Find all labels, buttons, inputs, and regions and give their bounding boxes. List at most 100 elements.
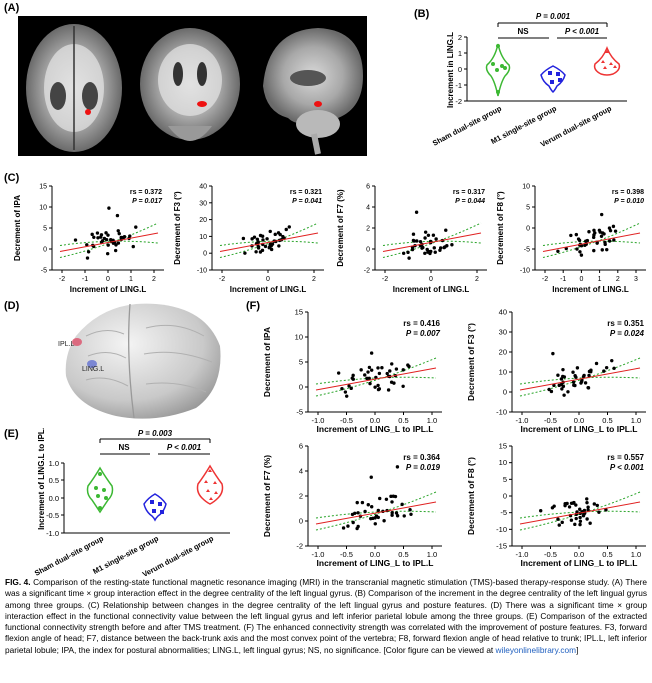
panel-f-scatter-1: Decrement of IPA Increment of LING_L to I… (262, 308, 442, 434)
scatter-xtick: -1.0 (516, 550, 529, 559)
scatter-point (563, 503, 567, 508)
scatter-point (613, 229, 618, 233)
scatter-point (581, 374, 586, 379)
scatter-xtick: 1.0 (631, 416, 641, 425)
scatter-point (578, 515, 582, 520)
scatter-point (241, 236, 246, 241)
scatter-xlabel: Increment of LING.L (552, 285, 629, 294)
scatter-point (73, 238, 78, 242)
scatter-xtick: 1.0 (427, 550, 437, 559)
scatter-point (539, 509, 543, 513)
panel-e-sig-left: NS (118, 443, 130, 452)
scatter-point (116, 241, 121, 245)
scatter-ytick: 40 (199, 184, 207, 191)
scatter-point (560, 520, 564, 525)
scatter-point (574, 503, 578, 507)
panel-e-label: (E) (4, 428, 19, 440)
scatter-point (591, 235, 596, 240)
scatter-point (121, 235, 126, 240)
scatter-point (86, 250, 91, 254)
scatter-point (114, 243, 118, 247)
scatter-ytick: 2 (366, 226, 370, 233)
ci-lower (59, 240, 159, 247)
scatter-point (587, 230, 591, 234)
caption-link[interactable]: wileyonlinelibrary.com (495, 644, 577, 655)
scatter-ytick: -2 (296, 542, 303, 551)
scatter-ytick: 20 (199, 217, 207, 224)
panel-b-sig-right: P < 0.001 (565, 27, 600, 36)
scatter-ytick: 30 (499, 328, 507, 337)
scatter-point (406, 250, 410, 255)
scatter-point (115, 213, 120, 218)
scatter-point (607, 239, 612, 243)
scatter-ytick: -5 (41, 268, 47, 275)
scatter-ylabel: Decrement of F7 (%) (262, 455, 272, 537)
scatter-ytick: 0 (503, 388, 507, 397)
panel-c-scatter-4: Decrement of F8 (°)Increment of LING.L10… (496, 184, 646, 294)
scatter-ytick: -5 (524, 247, 530, 254)
scatter-point (261, 238, 265, 242)
ci-upper (59, 222, 159, 259)
scatter-point (395, 514, 400, 518)
scatter-ytick: 5 (526, 205, 530, 212)
scatter-point (585, 500, 589, 505)
scatter-point (426, 233, 431, 238)
scatter-ytick: 0 (203, 251, 207, 258)
scatter-point (410, 247, 415, 252)
scatter-point (415, 239, 419, 243)
panel-e-ytick: 1.0 (49, 459, 59, 468)
scatter-ytick: 6 (299, 442, 303, 451)
scatter-ytick: 10 (199, 234, 207, 241)
scatter-point (360, 500, 365, 505)
panel-b-ytick: -2 (455, 97, 462, 106)
coronal-slice (140, 28, 240, 141)
scatter-point (131, 244, 135, 249)
scatter-point (336, 371, 341, 375)
scatter-point (345, 394, 349, 398)
caption-end: ] (576, 644, 579, 655)
scatter-point (411, 238, 416, 243)
scatter-point (400, 502, 404, 507)
stat-p: P = 0.010 (614, 198, 644, 205)
scatter-point (96, 236, 100, 240)
scatter-xtick: 2 (312, 276, 316, 283)
scatter-point (586, 505, 590, 509)
ci-upper (315, 357, 437, 397)
scatter-ytick: -10 (197, 268, 207, 275)
scatter-xtick: 0 (266, 276, 270, 283)
scatter-ytick: -10 (496, 408, 507, 417)
scatter-ytick: 5 (43, 226, 47, 233)
scatter-point (99, 235, 103, 239)
scatter-xtick: 0.5 (398, 416, 408, 425)
scatter-point (595, 503, 599, 508)
scatter-point (269, 247, 274, 252)
scatter-point (258, 233, 263, 238)
scatter-ytick: 2 (299, 492, 303, 501)
scatter-point (611, 224, 616, 229)
stat-p: P = 0.044 (455, 198, 485, 205)
scatter-point (85, 243, 89, 247)
stat-p: P = 0.007 (406, 329, 441, 338)
scatter-point (574, 375, 578, 379)
scatter-xtick: 0 (579, 276, 583, 283)
panel-b-sig-top: P = 0.001 (536, 12, 571, 21)
scatter-point (106, 233, 110, 237)
violin-points (491, 44, 617, 94)
scatter-point (366, 370, 370, 374)
scatter-point (340, 386, 344, 391)
stat-r: rs = 0.364 (403, 453, 440, 462)
violin-verum-e (196, 464, 224, 505)
scatter-point (252, 235, 257, 239)
scatter-ytick: 0 (366, 247, 370, 254)
stat-p: P < 0.001 (610, 463, 645, 472)
scatter-point (366, 503, 370, 507)
scatter-point (571, 380, 576, 384)
scatter-ytick: -5 (500, 508, 507, 517)
panel-b-ylabel: Increment in LING.L (446, 32, 455, 108)
scatter-point (556, 373, 560, 377)
scatter-point (401, 368, 405, 372)
panel-a-label: (A) (4, 2, 20, 14)
scatter-point (116, 229, 120, 233)
scatter-point (567, 505, 572, 509)
scatter-point (573, 383, 577, 388)
